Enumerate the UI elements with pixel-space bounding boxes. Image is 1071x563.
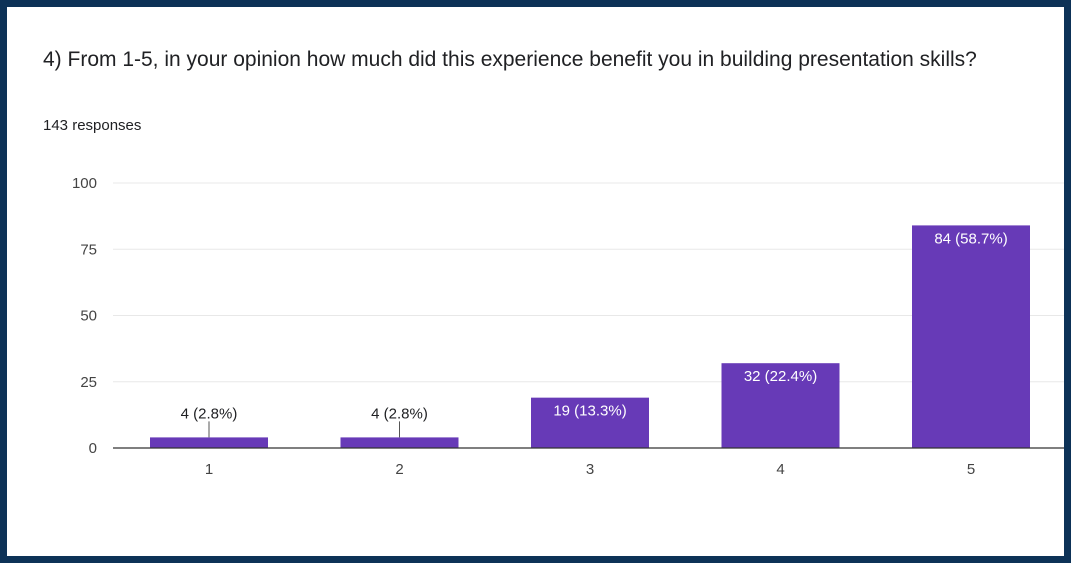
- bar-1: [150, 437, 268, 448]
- chart-card: 4) From 1-5, in your opinion how much di…: [7, 7, 1064, 556]
- gridlines: [113, 182, 1064, 383]
- y-tick-label: 0: [89, 440, 97, 457]
- x-axis-ticks: 1 2 3 4 5: [205, 461, 975, 478]
- data-label: 32 (22.4%): [744, 368, 817, 385]
- y-tick-label: 75: [80, 241, 97, 258]
- question-title: 4) From 1-5, in your opinion how much di…: [43, 48, 977, 71]
- bar-4: [721, 363, 840, 448]
- response-count: 143 responses: [43, 117, 142, 134]
- y-tick-label: 50: [80, 308, 97, 325]
- bar-3: [531, 397, 649, 448]
- data-label: 84 (58.7%): [934, 230, 1007, 247]
- data-label: 19 (13.3%): [553, 403, 626, 420]
- data-labels: 4 (2.8%) 4 (2.8%) 19 (13.3%) 32 (22.4%) 84 (…: [181, 230, 1008, 438]
- x-tick-label: 2: [395, 461, 403, 478]
- x-tick-label: 5: [967, 461, 975, 478]
- x-tick-label: 1: [205, 461, 213, 478]
- bar-chart: 0 25 50 75 100 1 2 3 4 5 4 (2.8%) 4 (2.8%) 19 (13.…: [72, 175, 1064, 478]
- bar-2: [340, 437, 459, 448]
- y-tick-label: 100: [72, 175, 97, 192]
- x-tick-label: 3: [586, 461, 594, 478]
- y-tick-label: 25: [80, 374, 97, 391]
- data-label: 4 (2.8%): [181, 405, 238, 422]
- bars: [150, 225, 1030, 448]
- bar-5: [912, 225, 1030, 448]
- y-axis-ticks: 0 25 50 75 100: [72, 175, 97, 457]
- data-label: 4 (2.8%): [371, 405, 428, 422]
- x-tick-label: 4: [776, 461, 784, 478]
